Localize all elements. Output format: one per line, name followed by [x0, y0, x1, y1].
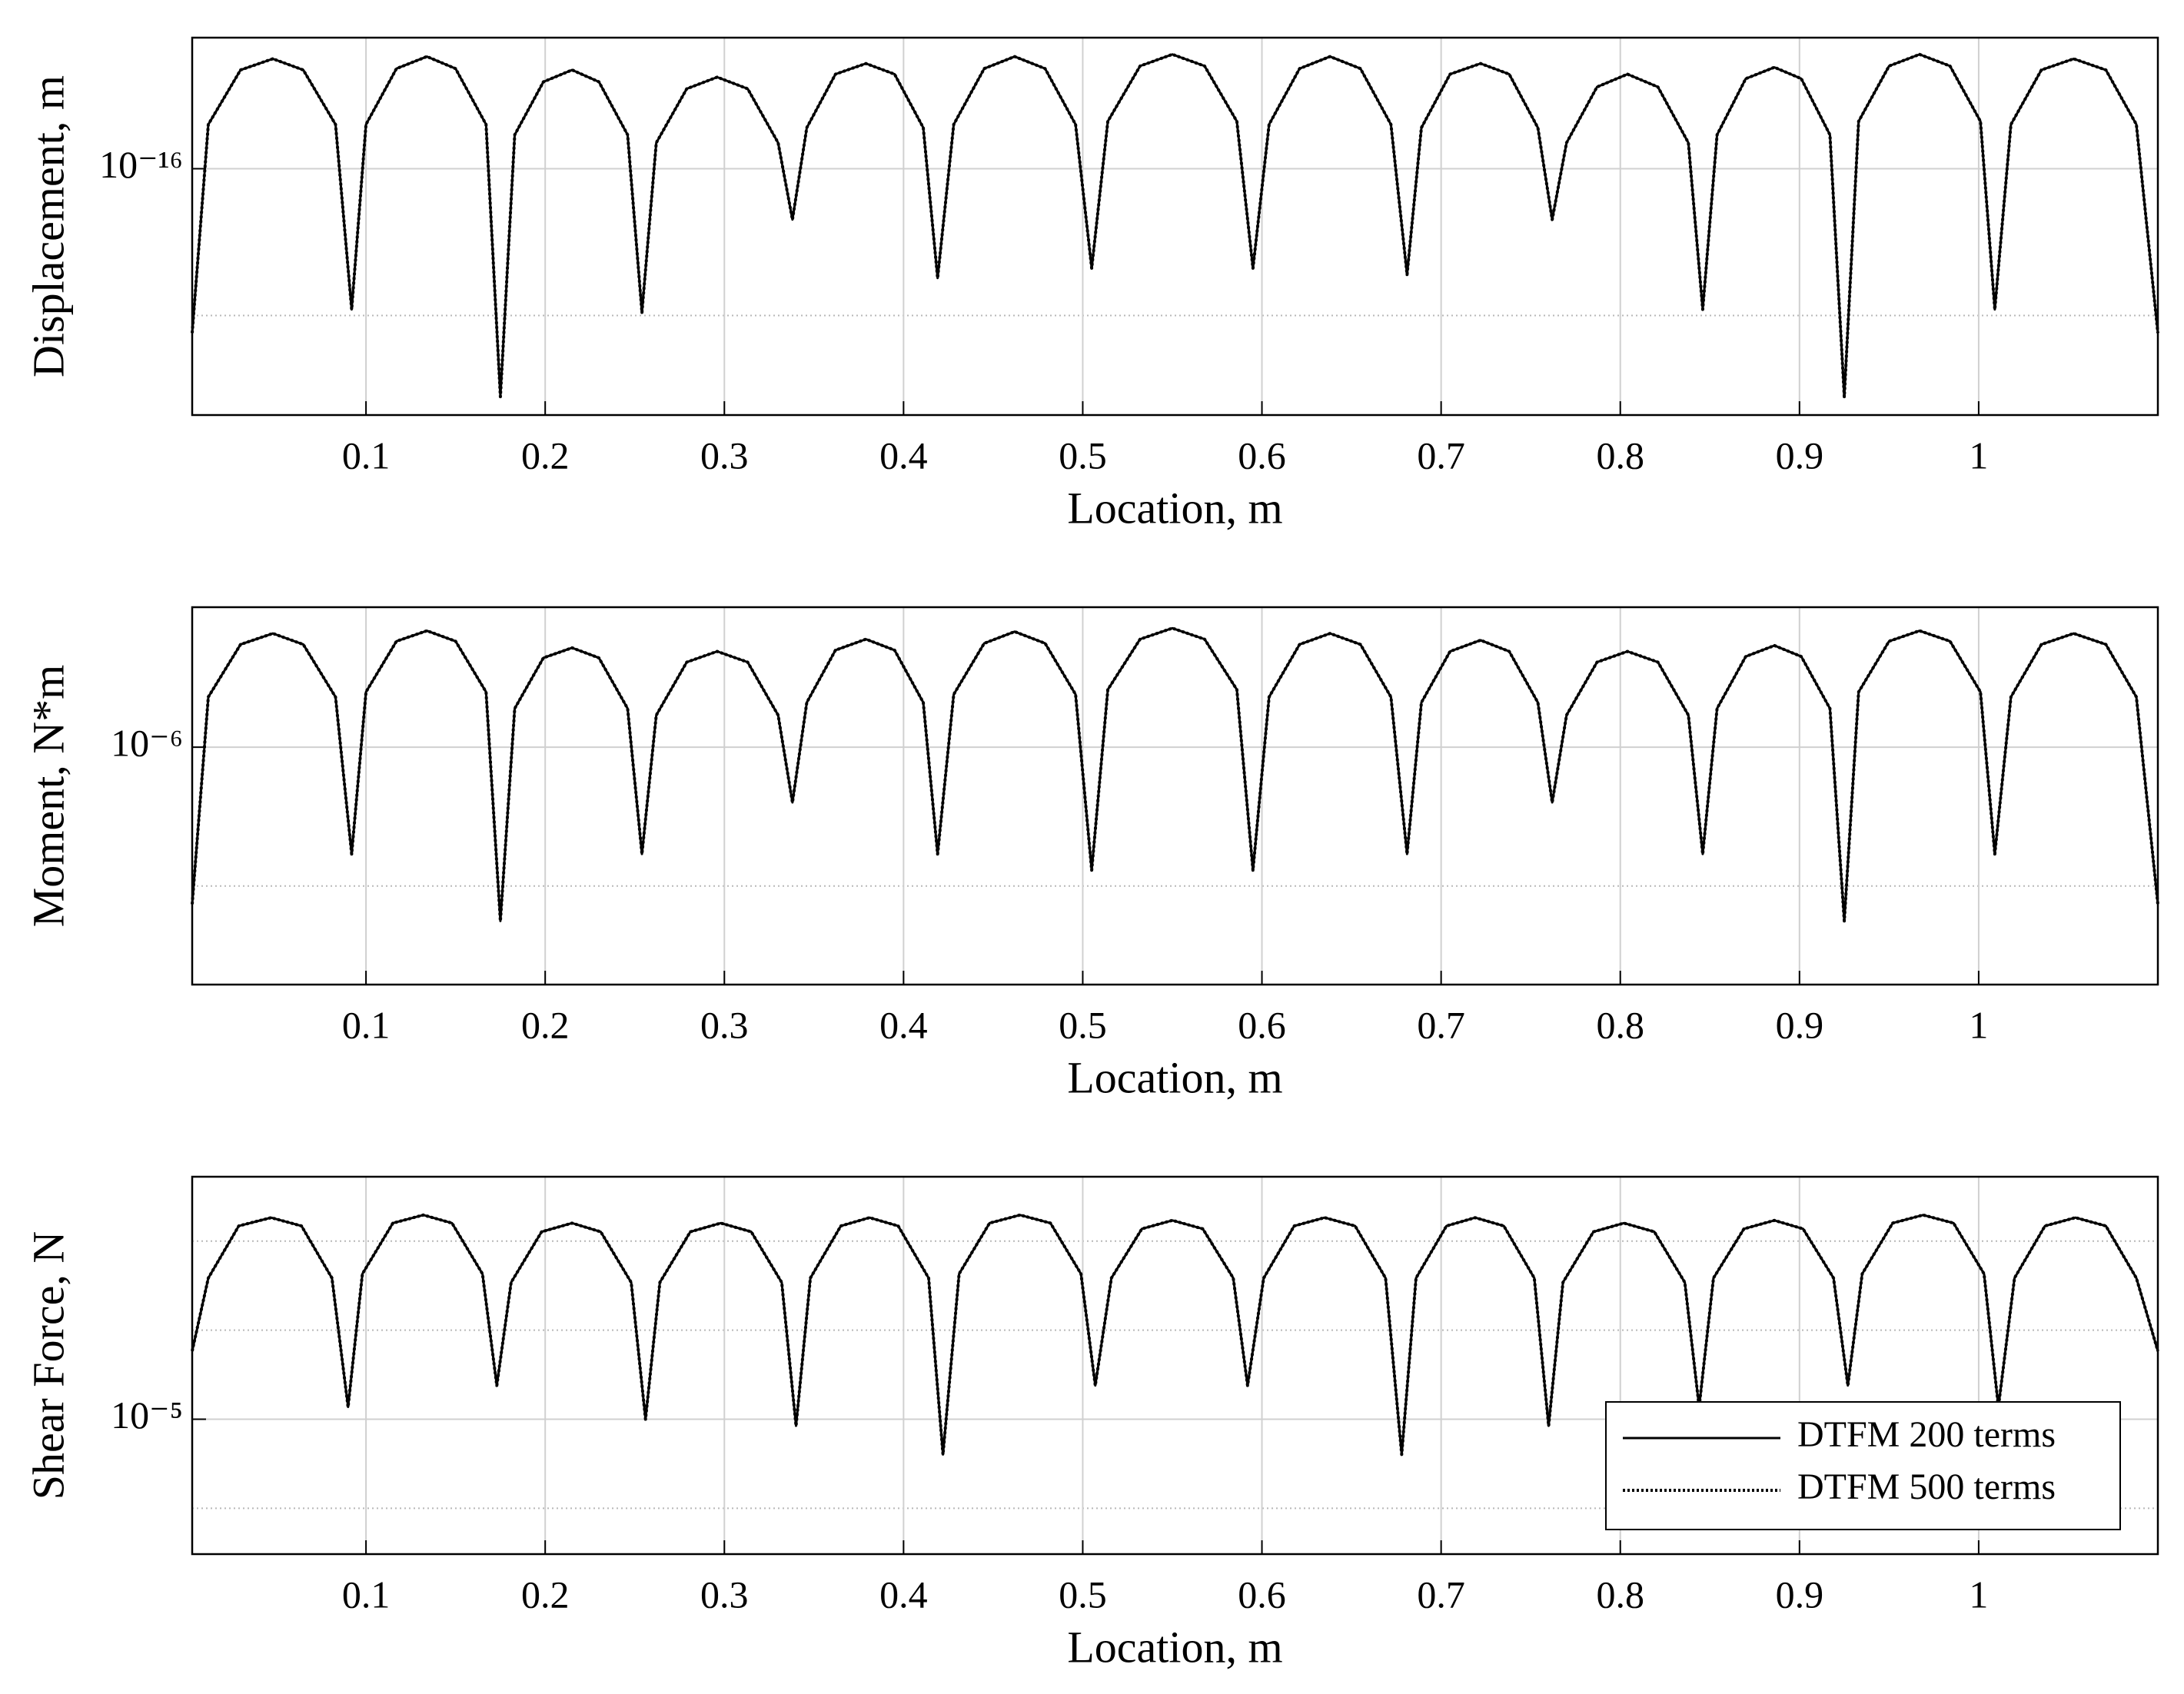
x-tick-label: 0.2 [521, 1573, 570, 1616]
x-tick-label: 0.5 [1059, 1573, 1107, 1616]
x-axis-label: Location, m [1067, 483, 1282, 533]
x-tick-label: 0.6 [1238, 1573, 1286, 1616]
x-tick-label: 0.3 [700, 433, 749, 477]
data-line [191, 1213, 2159, 1457]
x-tick-label: 0.6 [1238, 1003, 1286, 1046]
x-tick-label: 0.9 [1776, 1573, 1824, 1616]
x-tick-label: 0.1 [342, 433, 391, 477]
x-tick-label: 1 [1969, 1003, 1988, 1046]
x-tick-label: 0.6 [1238, 433, 1286, 477]
y-axis-label: Shear Force, N [23, 1231, 73, 1500]
x-tick-label: 0.4 [879, 1003, 928, 1046]
x-tick-label: 0.1 [342, 1573, 391, 1616]
x-tick-label: 0.7 [1417, 1003, 1465, 1046]
x-tick-label: 0.1 [342, 1003, 391, 1046]
x-tick-label: 0.4 [879, 1573, 928, 1616]
data-line [191, 52, 2159, 399]
x-tick-label: 1 [1969, 433, 1988, 477]
x-tick-label: 0.5 [1059, 433, 1107, 477]
x-tick-label: 0.8 [1596, 1003, 1644, 1046]
axes-box [191, 606, 2159, 986]
x-tick-label: 0.3 [700, 1003, 749, 1046]
y-tick-label: 10⁻⁵ [111, 1393, 183, 1437]
legend-box [1605, 1401, 2121, 1530]
legend-label: DTFM 200 terms [1797, 1414, 2056, 1455]
x-tick-label: 0.7 [1417, 433, 1465, 477]
y-axis-label: Displacement, m [23, 75, 73, 377]
x-tick-label: 0.4 [879, 433, 928, 477]
x-axis-label: Location, m [1067, 1622, 1282, 1672]
data-line [191, 626, 2159, 923]
y-tick-label: 10⁻¹⁶ [99, 143, 183, 186]
x-tick-label: 0.2 [521, 1003, 570, 1046]
legend-label: DTFM 500 terms [1797, 1466, 2056, 1507]
x-tick-label: 0.9 [1776, 433, 1824, 477]
axes-box [191, 36, 2159, 417]
x-axis-label: Location, m [1067, 1052, 1282, 1102]
x-tick-label: 0.5 [1059, 1003, 1107, 1046]
x-tick-label: 0.2 [521, 433, 570, 477]
x-tick-label: 0.8 [1596, 1573, 1644, 1616]
x-tick-label: 0.9 [1776, 1003, 1824, 1046]
x-tick-label: 0.7 [1417, 1573, 1465, 1616]
x-tick-label: 1 [1969, 1573, 1988, 1616]
y-tick-label: 10⁻⁶ [111, 722, 183, 765]
axes-box [191, 1175, 2159, 1556]
x-tick-label: 0.3 [700, 1573, 749, 1616]
x-tick-label: 0.8 [1596, 433, 1644, 477]
y-axis-label: Moment, N*m [23, 665, 73, 928]
